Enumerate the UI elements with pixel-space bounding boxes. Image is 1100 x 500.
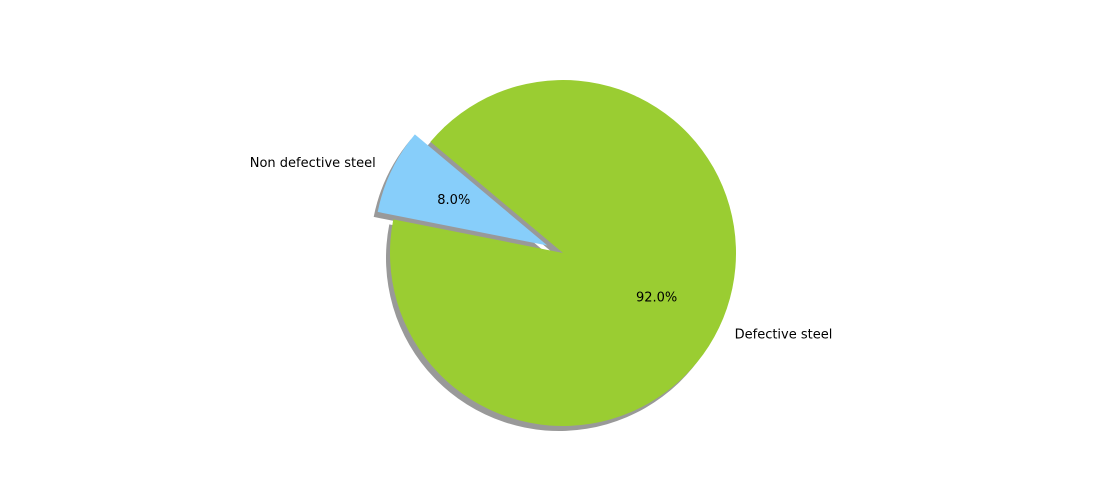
slice-label-defective-steel: Defective steel (735, 328, 833, 343)
pct-label-defective-steel: 92.0% (636, 290, 677, 305)
pie-slice-defective-steel (390, 79, 736, 426)
pct-label-non-defective-steel: 8.0% (437, 193, 470, 208)
pie-slice-non-defective-steel (377, 134, 548, 246)
label-layer: Non defective steel 8.0% Defective steel 92… (250, 156, 833, 343)
slice-label-non-defective-steel: Non defective steel (250, 156, 376, 171)
slice-layer (377, 79, 736, 426)
